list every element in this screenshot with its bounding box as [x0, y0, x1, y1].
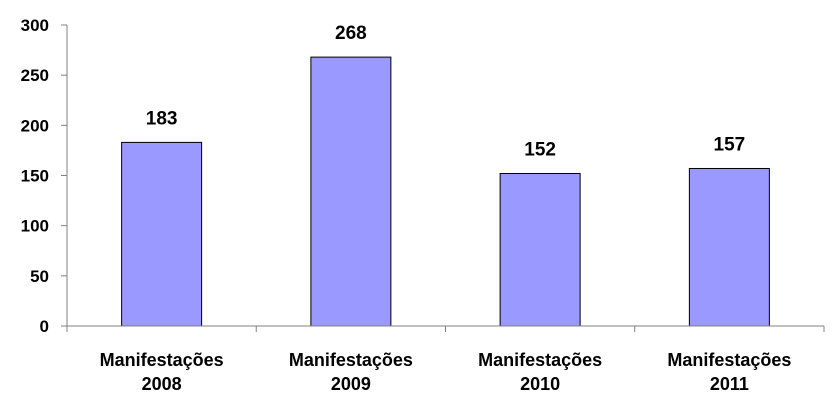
y-tick-label: 50: [30, 267, 49, 286]
y-tick-label: 200: [21, 116, 49, 135]
x-tick-label: 2011: [710, 374, 749, 394]
x-tick-label: 2009: [331, 374, 371, 394]
y-tick-label: 250: [21, 66, 49, 85]
bars: [121, 56, 770, 327]
bar: [121, 141, 203, 327]
x-tick-label: 2008: [142, 374, 182, 394]
y-tick-label: 300: [21, 16, 49, 35]
data-label: 268: [335, 23, 367, 44]
x-tick-label: Manifestações: [100, 350, 224, 370]
bar: [688, 167, 770, 327]
data-label: 183: [146, 108, 178, 129]
data-label: 152: [524, 139, 556, 160]
bar: [310, 56, 392, 327]
x-tick-label: Manifestações: [289, 350, 413, 370]
data-labels: 183 268 152 157: [146, 23, 745, 160]
x-tick-label: Manifestações: [667, 350, 791, 370]
y-tick-label: 150: [21, 167, 49, 186]
y-tick-label: 100: [21, 217, 49, 236]
y-axis-ticks: 0 50 100 150 200 250 300: [21, 16, 825, 336]
x-tick-label: 2010: [520, 374, 560, 394]
y-tick-label: 0: [40, 317, 49, 336]
data-label: 157: [714, 134, 746, 155]
bar: [499, 172, 581, 327]
x-tick-label: Manifestações: [478, 350, 602, 370]
x-axis-labels: Manifestações 2008 Manifestações 2009 Manife…: [100, 350, 792, 394]
